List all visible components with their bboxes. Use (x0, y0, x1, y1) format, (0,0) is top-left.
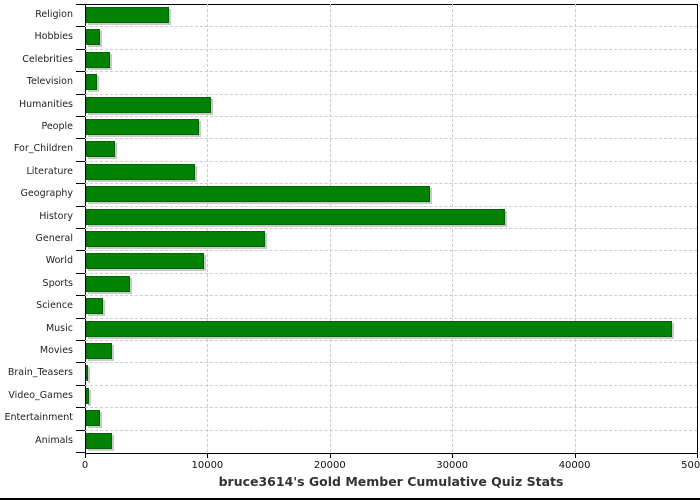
x-axis-line-extension (76, 452, 86, 453)
horizontal-gridline (85, 48, 697, 50)
horizontal-gridline (85, 407, 697, 409)
category-label: General (35, 233, 73, 244)
category-label: Religion (35, 9, 73, 20)
bar-for_children (86, 141, 116, 158)
x-axis-tick (207, 453, 209, 458)
category-label: Science (36, 300, 73, 312)
y-axis-tick (76, 48, 85, 50)
bar-world (86, 253, 204, 270)
x-axis-tick (697, 453, 698, 458)
y-axis-tick (76, 4, 85, 5)
y-axis-tick (76, 183, 85, 185)
bar-people (86, 119, 199, 135)
bar-humanities (86, 96, 211, 113)
bar-general (86, 231, 265, 247)
bar-history (86, 208, 505, 225)
bar-religion (86, 7, 170, 23)
horizontal-gridline (85, 384, 697, 386)
y-axis-tick (76, 138, 85, 140)
y-axis-tick (76, 228, 85, 229)
category-label: Hobbies (34, 31, 73, 43)
y-axis-tick (76, 116, 85, 117)
category-label: Humanities (18, 98, 73, 110)
x-axis-tick (574, 453, 576, 458)
horizontal-gridline (85, 250, 697, 252)
horizontal-gridline (85, 116, 697, 117)
category-label: Video_Games (8, 389, 73, 401)
y-axis-tick (76, 362, 85, 364)
y-axis-tick (76, 429, 85, 431)
bar-science (86, 298, 104, 315)
chart-title: bruce3614's Gold Member Cumulative Quiz … (218, 474, 564, 489)
horizontal-gridline (85, 160, 697, 162)
x-axis-tick-label: 20000 (313, 460, 346, 471)
bar-entertainment (86, 410, 101, 427)
category-label: Television (26, 76, 73, 88)
category-label: Entertainment (4, 412, 73, 424)
bar-hobbies (86, 29, 101, 46)
horizontal-gridline (85, 295, 697, 297)
horizontal-gridline (85, 317, 697, 319)
y-axis-tick (76, 272, 85, 274)
horizontal-gridline (85, 340, 697, 341)
y-axis-tick (76, 71, 85, 73)
category-label: Brain_Teasers (7, 367, 73, 379)
category-label: For_Children (13, 143, 73, 155)
category-label: People (41, 121, 73, 132)
x-axis-tick (452, 453, 454, 458)
plot-area (85, 4, 698, 454)
bar-animals (86, 432, 112, 449)
category-label: Animals (35, 434, 73, 446)
horizontal-gridline (85, 26, 697, 28)
category-label: Literature (26, 165, 73, 177)
x-axis-tick-label: 10000 (191, 460, 224, 471)
y-axis-tick (76, 250, 85, 252)
y-axis-tick (76, 317, 85, 319)
y-axis-tick (76, 295, 85, 297)
horizontal-gridline (85, 183, 697, 185)
x-axis-tick-label: 50000 (681, 460, 700, 471)
bar-literature (86, 163, 195, 180)
y-axis-tick (76, 407, 85, 409)
category-label: Sports (42, 277, 73, 289)
horizontal-gridline (85, 362, 697, 364)
category-label: Celebrities (22, 53, 73, 65)
x-axis-tick-label: 0 (81, 460, 89, 471)
y-axis-tick (76, 93, 85, 95)
bar-celebrities (86, 51, 111, 68)
category-label: Geography (20, 188, 73, 200)
y-axis-tick (76, 160, 85, 162)
y-axis-tick (76, 384, 85, 386)
x-axis-tick-label: 30000 (436, 460, 469, 471)
bar-brain_teasers (86, 365, 88, 382)
horizontal-gridline (85, 205, 697, 207)
bar-movies (86, 343, 112, 359)
y-axis-tick (76, 26, 85, 28)
horizontal-gridline (85, 228, 697, 229)
x-axis-tick-label: 40000 (558, 460, 591, 471)
bar-geography (86, 186, 430, 203)
y-axis-tick (76, 340, 85, 341)
bar-television (86, 74, 98, 91)
horizontal-gridline (85, 138, 697, 140)
category-label: Movies (39, 345, 73, 356)
horizontal-gridline (85, 93, 697, 95)
horizontal-gridline (85, 429, 697, 431)
category-label: Music (45, 322, 73, 334)
horizontal-gridline (85, 71, 697, 73)
bar-music (86, 320, 673, 337)
horizontal-gridline (85, 272, 697, 274)
bar-video_games (86, 387, 90, 404)
category-label: History (39, 210, 73, 222)
category-label: World (45, 255, 73, 267)
x-axis-tick (329, 453, 331, 458)
bar-sports (86, 275, 131, 292)
y-axis-tick (76, 205, 85, 207)
x-axis-tick (85, 453, 86, 458)
